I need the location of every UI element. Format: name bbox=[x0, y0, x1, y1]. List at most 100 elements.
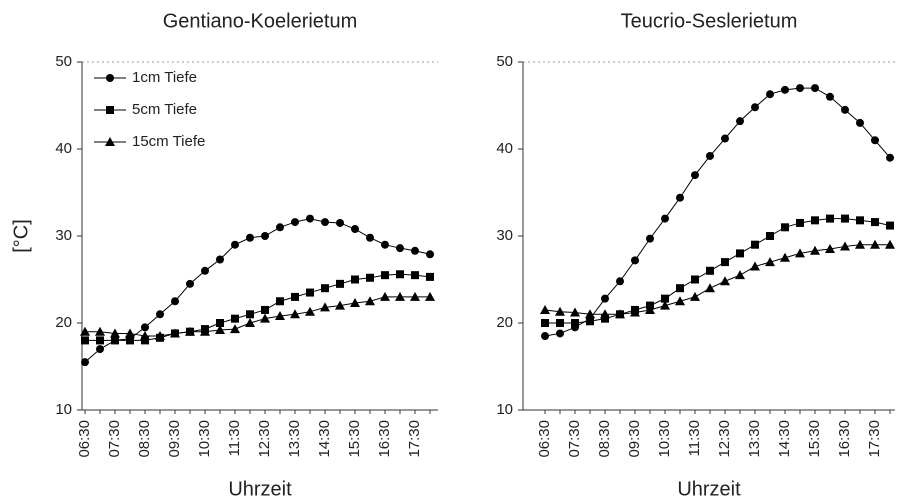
data-point bbox=[855, 239, 865, 249]
data-point bbox=[200, 326, 210, 336]
x-tick-label: 11:30 bbox=[686, 420, 703, 456]
y-tick-label: 10 bbox=[55, 401, 72, 418]
data-point bbox=[616, 277, 624, 286]
data-point bbox=[410, 291, 420, 301]
data-point bbox=[871, 136, 879, 145]
data-point bbox=[171, 297, 179, 306]
y-tick-label: 20 bbox=[55, 314, 72, 331]
data-point bbox=[736, 117, 744, 126]
data-point bbox=[426, 272, 434, 281]
data-point bbox=[231, 240, 239, 249]
x-tick-label: 14:30 bbox=[776, 420, 793, 458]
chart-title: Gentiano-Koelerietum bbox=[163, 10, 358, 32]
data-point bbox=[246, 233, 254, 242]
data-point bbox=[826, 92, 834, 101]
data-point bbox=[691, 275, 699, 284]
data-point bbox=[290, 309, 300, 319]
data-point bbox=[140, 331, 150, 341]
x-tick-label: 07:30 bbox=[106, 420, 123, 458]
data-point bbox=[781, 85, 789, 94]
legend-marker bbox=[106, 74, 114, 82]
data-point bbox=[780, 252, 790, 262]
x-tick-label: 15:30 bbox=[346, 420, 363, 458]
y-tick-label: 30 bbox=[55, 227, 72, 244]
data-point bbox=[276, 223, 284, 232]
data-point bbox=[691, 171, 699, 180]
data-point bbox=[660, 300, 670, 310]
data-point bbox=[706, 151, 714, 160]
data-point bbox=[766, 90, 774, 99]
data-point bbox=[411, 271, 419, 280]
data-point bbox=[690, 291, 700, 301]
data-point bbox=[571, 319, 579, 327]
data-point bbox=[541, 332, 549, 341]
data-point bbox=[751, 240, 759, 249]
x-tick-label: 16:30 bbox=[376, 420, 393, 458]
data-point bbox=[261, 305, 269, 314]
x-tick-label: 10:30 bbox=[656, 420, 673, 458]
data-point bbox=[570, 307, 580, 317]
data-point bbox=[186, 279, 194, 288]
y-tick-label: 10 bbox=[496, 401, 513, 418]
data-point bbox=[750, 261, 760, 271]
data-point bbox=[411, 246, 419, 255]
data-point bbox=[95, 326, 105, 336]
data-point bbox=[885, 239, 895, 249]
series-line bbox=[85, 273, 431, 341]
data-point bbox=[260, 313, 270, 323]
data-point bbox=[380, 291, 390, 301]
data-point bbox=[381, 271, 389, 280]
x-tick-label: 13:30 bbox=[286, 420, 303, 458]
data-point bbox=[661, 214, 669, 223]
data-point bbox=[705, 283, 715, 293]
data-point bbox=[185, 326, 195, 336]
y-tick-label: 50 bbox=[55, 53, 72, 70]
legend-marker bbox=[106, 106, 114, 114]
data-point bbox=[615, 309, 625, 319]
data-point bbox=[630, 307, 640, 317]
data-point bbox=[886, 153, 894, 162]
data-point bbox=[396, 244, 404, 253]
data-point bbox=[365, 296, 375, 306]
data-point bbox=[141, 336, 149, 345]
data-point bbox=[291, 292, 299, 301]
data-point bbox=[541, 319, 549, 327]
data-point bbox=[825, 244, 835, 254]
x-tick-label: 16:30 bbox=[836, 420, 853, 458]
data-point bbox=[126, 336, 134, 345]
data-point bbox=[856, 216, 864, 225]
x-tick-label: 09:30 bbox=[166, 420, 183, 458]
chart-title: Teucrio-Seslerietum bbox=[621, 10, 798, 32]
x-tick-label: 15:30 bbox=[806, 420, 823, 458]
data-point bbox=[796, 218, 804, 227]
data-point bbox=[645, 304, 655, 314]
data-point bbox=[661, 294, 669, 303]
data-point bbox=[871, 218, 879, 227]
data-point bbox=[201, 266, 209, 275]
legend-label: 5cm Tiefe bbox=[132, 101, 197, 118]
y-tick-label: 30 bbox=[496, 227, 513, 244]
data-point bbox=[706, 266, 714, 275]
data-point bbox=[396, 270, 404, 279]
data-point bbox=[886, 221, 894, 230]
x-tick-label: 11:30 bbox=[226, 420, 243, 456]
x-tick-label: 06:30 bbox=[536, 420, 553, 458]
data-point bbox=[320, 302, 330, 312]
data-point bbox=[766, 232, 774, 240]
x-tick-label: 14:30 bbox=[316, 420, 333, 458]
data-point bbox=[231, 314, 239, 323]
data-point bbox=[586, 317, 594, 326]
data-point bbox=[336, 279, 344, 288]
x-tick-label: 10:30 bbox=[196, 420, 213, 458]
data-point bbox=[305, 306, 315, 316]
data-point bbox=[96, 345, 104, 354]
data-point bbox=[735, 270, 745, 280]
data-point bbox=[306, 214, 314, 223]
x-tick-label: 07:30 bbox=[566, 420, 583, 458]
data-point bbox=[366, 233, 374, 242]
data-point bbox=[395, 291, 405, 301]
series-line bbox=[544, 244, 890, 315]
x-tick-label: 17:30 bbox=[406, 420, 423, 458]
data-point bbox=[350, 297, 360, 307]
data-point bbox=[276, 297, 284, 306]
